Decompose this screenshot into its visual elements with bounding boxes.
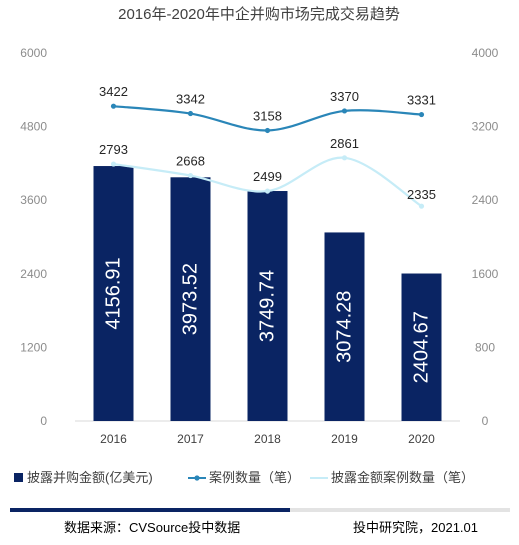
- right-axis: 0 800 1600 2400 3200 4000: [472, 46, 499, 428]
- bar: [324, 232, 365, 421]
- footer-divider-dark: [10, 508, 290, 512]
- line-point: [264, 127, 271, 134]
- line-series: [110, 103, 425, 209]
- left-tick-label: 4800: [20, 120, 47, 134]
- line-point: [341, 108, 348, 114]
- line-point: [110, 161, 117, 167]
- line-value-label: 3158: [253, 108, 282, 123]
- line-point: [187, 172, 194, 179]
- line-point: [264, 188, 271, 194]
- x-tick-label: 2018: [254, 432, 281, 446]
- left-tick-label: 6000: [20, 46, 47, 60]
- legend-label: 披露金额案例数量（笔）: [331, 470, 474, 485]
- footer-divider-light: [290, 508, 510, 512]
- bar-value-label: 3749.74: [257, 270, 279, 342]
- bar: [170, 177, 211, 421]
- left-tick-label: 2400: [20, 267, 47, 281]
- line-value-label: 3331: [407, 93, 436, 108]
- footer-credit: 投中研究院，2021.01: [353, 520, 478, 535]
- legend-swatch-point: [194, 475, 200, 481]
- x-tick-label: 2017: [177, 432, 204, 446]
- legend-label: 披露并购金额(亿美元): [27, 470, 153, 485]
- line-point: [110, 103, 117, 109]
- bar-value-label: 3973.52: [180, 263, 202, 335]
- right-tick-label: 800: [475, 340, 495, 354]
- line-value-label: 2668: [176, 154, 205, 169]
- line-value-label: 3422: [99, 84, 128, 99]
- x-tick-label: 2016: [100, 432, 127, 446]
- right-tick-label: 0: [482, 414, 489, 428]
- bar-labels: 4156.91 3973.52 3749.74 3074.28 2404.67: [103, 257, 433, 383]
- line-labels: 3422 3342 3158 3370 3331 2793 2668 2499 2861 2335: [99, 84, 436, 202]
- bar-value-label: 2404.67: [411, 311, 433, 383]
- left-tick-label: 0: [40, 414, 47, 428]
- left-tick-label: 1200: [20, 340, 47, 354]
- line-value-label: 2335: [407, 187, 436, 202]
- right-tick-label: 4000: [472, 46, 499, 60]
- line-value-label: 2861: [330, 136, 359, 151]
- right-tick-label: 1600: [472, 267, 499, 281]
- bar-series: [93, 166, 442, 421]
- x-axis: 2016 2017 2018 2019 2020: [100, 432, 435, 446]
- bar: [93, 166, 134, 421]
- legend: 披露并购金额(亿美元) 案例数量（笔） 披露金额案例数量（笔）: [14, 470, 474, 485]
- x-tick-label: 2020: [408, 432, 435, 446]
- chart-title: 2016年-2020年中企并购市场完成交易趋势: [118, 5, 400, 23]
- bar-value-label: 4156.91: [103, 257, 125, 329]
- footer-source: 数据来源：CVSource投中数据: [64, 520, 240, 535]
- line-value-label: 3370: [330, 89, 359, 104]
- line-value-label: 2499: [253, 169, 282, 184]
- bar: [247, 191, 288, 421]
- line-point: [187, 110, 194, 117]
- right-tick-label: 2400: [472, 193, 499, 207]
- line-point: [341, 155, 348, 161]
- legend-label: 案例数量（笔）: [209, 470, 300, 485]
- right-tick-label: 3200: [472, 120, 499, 134]
- line-point: [418, 111, 425, 118]
- left-tick-label: 3600: [20, 193, 47, 207]
- bar-value-label: 3074.28: [334, 291, 356, 363]
- line-value-label: 2793: [99, 142, 128, 157]
- left-axis: 0 1200 2400 3600 4800 6000: [20, 46, 47, 428]
- x-tick-label: 2019: [331, 432, 358, 446]
- line-point: [418, 203, 425, 209]
- bar: [401, 273, 442, 421]
- line-value-label: 3342: [176, 92, 205, 107]
- legend-swatch-bar: [14, 473, 23, 482]
